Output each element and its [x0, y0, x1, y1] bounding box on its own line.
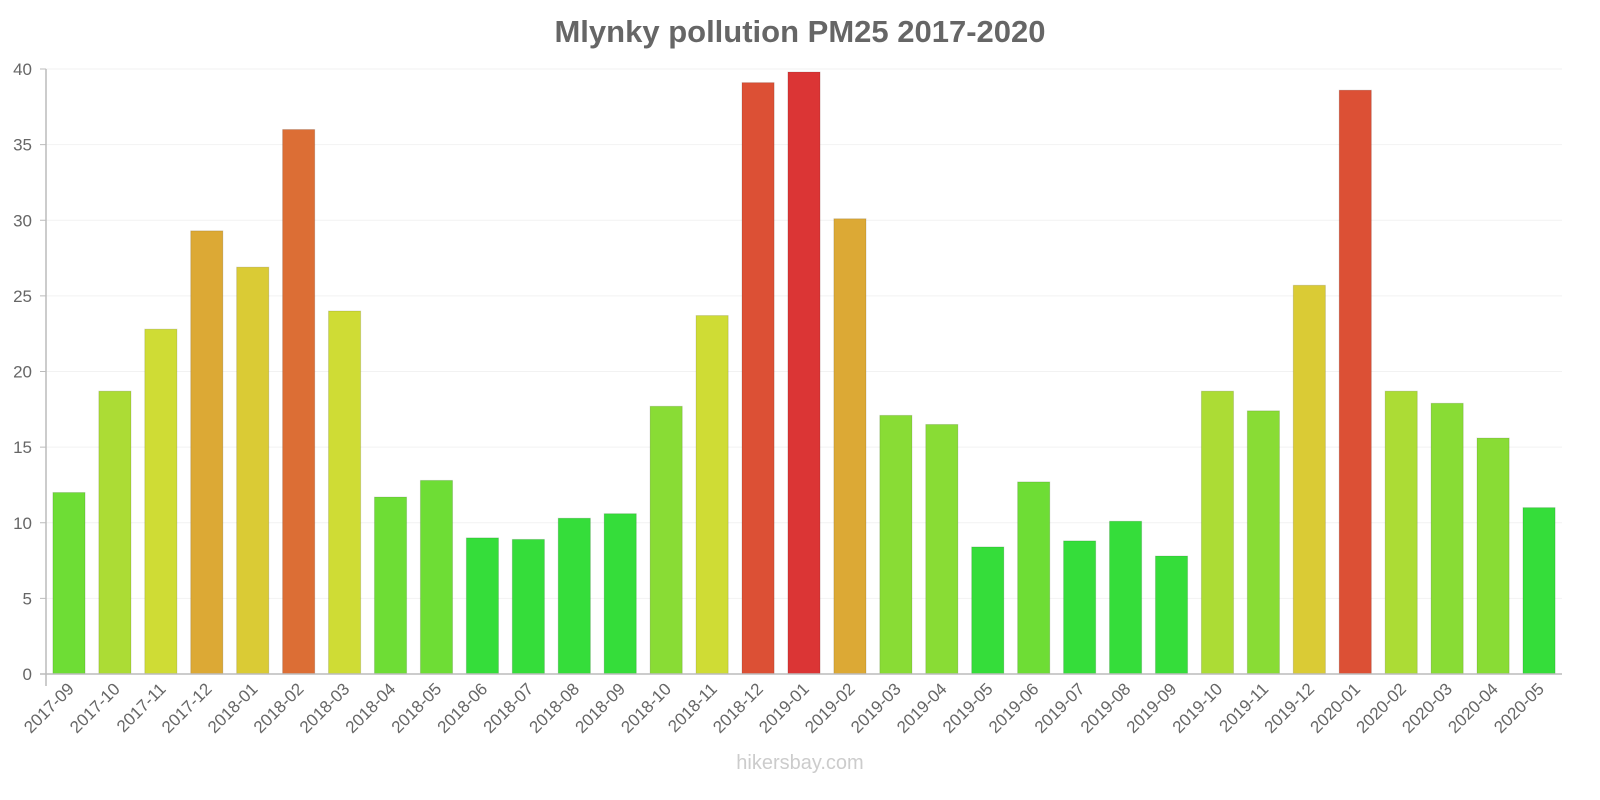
watermark: hikersbay.com — [736, 752, 864, 774]
x-tick-label: 2018-10 — [617, 679, 675, 737]
y-tick-label: 30 — [13, 211, 32, 230]
x-tick-label: 2018-04 — [342, 679, 400, 737]
y-tick-label: 20 — [13, 363, 32, 382]
bar[interactable]: 2019-07: 8.8 — [1063, 540, 1097, 675]
x-tick-label: 2020-01 — [1307, 679, 1365, 737]
bar[interactable]: 2019-09: 7.8 — [1154, 555, 1189, 675]
x-tick-label: 2020-05 — [1490, 679, 1548, 737]
bar[interactable]: 2017-11: 22.8 — [144, 328, 178, 675]
bar[interactable]: 2018-09: 10.6 — [603, 513, 637, 675]
y-tick-label: 25 — [13, 287, 32, 306]
x-tick-label: 2019-01 — [755, 679, 813, 737]
x-tick-label: 2017-09 — [20, 679, 78, 737]
x-tick-label: 2018-08 — [526, 679, 584, 737]
x-tick-label: 2019-02 — [801, 679, 859, 737]
x-tick-label: 2018-03 — [296, 679, 354, 737]
x-tick-label: 2018-12 — [709, 679, 767, 737]
x-tick-label: 2019-06 — [985, 679, 1043, 737]
y-tick-label: 15 — [13, 438, 32, 457]
x-tick-label: 2020-02 — [1352, 679, 1410, 737]
y-tick-label: 35 — [13, 136, 32, 155]
x-tick-label: 2019-04 — [893, 679, 951, 737]
x-tick-label: 2018-09 — [572, 679, 630, 737]
bar[interactable]: 2018-01: 26.9 — [236, 266, 270, 675]
bar[interactable]: 2019-11: 17.4 — [1246, 410, 1280, 675]
x-tick-label: 2018-01 — [204, 679, 262, 737]
x-tick-label: 2019-08 — [1077, 679, 1135, 737]
bar[interactable]: 2020-04: 15.6 — [1476, 437, 1510, 675]
bar[interactable]: 2020-01: 38.6 — [1338, 89, 1372, 675]
bar[interactable]: 2017-10: 18.7 — [98, 390, 132, 675]
y-tick-label: 10 — [13, 514, 32, 533]
bar[interactable]: 2019-04: 16.5 — [925, 423, 959, 675]
x-tick-label: 2019-12 — [1261, 679, 1319, 737]
x-tick-label: 2018-06 — [434, 679, 492, 737]
bar[interactable]: 2018-05: 12.8 — [419, 479, 454, 675]
x-tick-label: 2019-07 — [1031, 679, 1089, 737]
y-tick-label: 40 — [13, 60, 32, 79]
x-tick-label: 2017-10 — [66, 679, 124, 737]
chart-title: Mlynky pollution PM25 2017-2020 — [554, 14, 1046, 49]
x-tick-label: 2018-07 — [480, 679, 538, 737]
x-tick-label: 2020-04 — [1444, 679, 1502, 737]
bar[interactable]: 2019-12: 25.7 — [1292, 284, 1326, 675]
x-tick-label: 2018-05 — [388, 679, 446, 737]
bar[interactable]: 2018-06: 9 — [465, 537, 500, 675]
bar[interactable]: 2018-10: 17.7 — [649, 405, 683, 675]
y-tick-label: 0 — [23, 665, 32, 684]
bar[interactable]: 2020-03: 17.9 — [1430, 402, 1464, 675]
bar[interactable]: 2019-02: 30.1 — [833, 218, 867, 675]
x-tick-label: 2019-05 — [939, 679, 997, 737]
x-tick-label: 2019-03 — [847, 679, 905, 737]
bar[interactable]: 2019-03: 17.1 — [879, 414, 913, 675]
bar[interactable]: 2018-04: 11.7 — [373, 496, 408, 675]
bar[interactable]: 2020-02: 18.7 — [1384, 390, 1418, 675]
bar[interactable]: 2019-08: 10.1 — [1108, 520, 1143, 675]
bar[interactable]: 2019-06: 12.7 — [1017, 481, 1051, 675]
bar[interactable]: 2018-12: 39.1 — [741, 82, 775, 675]
bar[interactable]: 2018-02: 36 — [282, 129, 316, 675]
x-tick-label: 2018-02 — [250, 679, 308, 737]
bar[interactable]: 2017-12: 29.3 — [190, 230, 224, 675]
bar[interactable]: 2018-08: 10.3 — [557, 517, 591, 675]
bar[interactable]: 2017-09: 12 — [52, 492, 86, 675]
x-tick-label: 2017-12 — [158, 679, 216, 737]
bar[interactable]: 2020-05: 11 — [1522, 507, 1556, 675]
bar[interactable]: 2018-07: 8.9 — [511, 538, 545, 675]
bar[interactable]: 2019-05: 8.4 — [971, 546, 1005, 675]
x-tick-label: 2019-09 — [1123, 679, 1181, 737]
bar[interactable]: 2019-01: 39.8 — [787, 71, 821, 675]
bar[interactable]: 2019-10: 18.7 — [1200, 390, 1235, 675]
x-tick-label: 2020-03 — [1398, 679, 1456, 737]
bar[interactable]: 2018-03: 24 — [328, 310, 362, 675]
y-tick-label: 5 — [23, 589, 32, 608]
x-tick-label: 2019-10 — [1169, 679, 1227, 737]
bar[interactable]: 2018-11: 23.7 — [695, 315, 729, 675]
